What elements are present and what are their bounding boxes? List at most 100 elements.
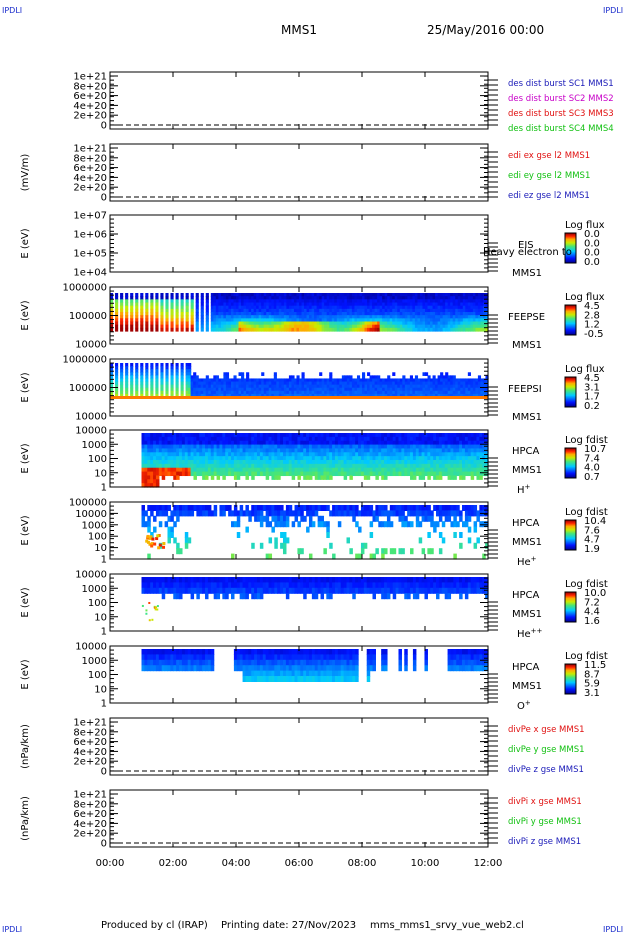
colorbar-segment [565,536,576,538]
colorbar-segment [565,546,576,548]
colorbar-segment [565,384,576,386]
colorbar-tick-label: 0.7 [584,472,600,483]
colorbar-tick-label: 4.5 [584,373,600,384]
spectrogram-p4 [110,293,489,332]
colorbar-segment [565,248,576,250]
colorbar-segment [565,665,576,667]
colorbar-segment [565,460,576,462]
x-tick-label: 02:00 [159,858,188,869]
colorbar-segment [565,402,576,404]
y-tick-label: 10000 [75,642,107,653]
colorbar-segment [565,530,576,532]
y-tick-label: 10 [94,543,107,554]
spacecraft-label: MMS1 [512,412,542,423]
colorbar-tick-label: 7.6 [584,525,600,536]
colorbar-segment [565,465,576,467]
colorbar-tick-label: 3.1 [584,688,600,699]
colorbar-segment [565,602,576,604]
colorbar-segment [565,612,576,614]
colorbar-segment [565,689,576,691]
colorbar-segment [565,525,576,527]
y-tick-label: 10 [94,612,107,623]
colorbar-segment [565,235,576,237]
x-tick-label: 08:00 [348,858,377,869]
colorbar-segment [565,322,576,324]
y-tick-label: 0 [101,767,107,778]
colorbar-segment [565,392,576,394]
colorbar-segment [565,240,576,242]
colorbar-segment [565,685,576,687]
colorbar-segment [565,675,576,677]
colorbar-segment [565,307,576,309]
species-label: He+ [517,555,537,568]
y-tick-label: 0 [101,121,107,132]
colorbar-segment [565,592,576,594]
y-tick-label: 1e+21 [73,144,107,155]
colorbar-segment [565,330,576,332]
colorbar-segment [565,312,576,314]
colorbar-segment [565,455,576,457]
colorbar-segment [565,467,576,469]
y-tick-label: 1 [101,699,107,710]
instrument-name: HPCA [512,590,540,601]
colorbar-segment [565,593,576,595]
colorbar-segment [565,677,576,679]
colorbar-segment [565,535,576,537]
footer-script-name: mms_mms1_srvy_vue_web2.cl [370,920,524,931]
colorbar-segment [565,545,576,547]
colorbar-title: Log flux [565,220,605,231]
colorbar-segment [565,616,576,618]
panel-frame [109,717,489,776]
y-tick-label: 10 [94,684,107,695]
colorbar-frame [564,304,577,336]
colorbar-segment [565,599,576,601]
spacecraft-label: MMS1 [512,340,542,351]
colorbar-segment [565,308,576,310]
colorbar-segment [565,333,576,335]
colorbar-segment [565,324,576,326]
legend-entry: divPe z gse MMS1 [508,765,584,775]
colorbar-segment [565,528,576,530]
colorbar-segment [565,332,576,334]
colorbar-segment [565,596,576,598]
colorbar-segment [565,254,576,256]
colorbar-segment [565,453,576,455]
colorbar-tick-label: 11.5 [584,660,606,671]
colorbar-segment [565,605,576,607]
colorbar-segment [565,390,576,392]
colorbar-segment [565,261,576,263]
y-tick-label: 1000000 [62,283,107,294]
panel-frame [109,214,489,273]
colorbar-segment [565,311,576,313]
colorbar-segment [565,469,576,471]
colorbar-segment [565,327,576,329]
colorbar-segment [565,450,576,452]
colorbar-segment [565,331,576,333]
colorbar-title: Log flux [565,364,605,375]
instrument-name: HPCA [512,446,540,457]
colorbar-segment [565,463,576,465]
colorbar-segment [565,315,576,317]
y-tick-label: 1e+05 [73,249,107,260]
page-datetime: 25/May/2016 00:00 [427,23,545,37]
colorbar-segment [565,394,576,396]
y-tick-label: 4e+20 [73,101,107,112]
colorbar-segment [565,473,576,475]
colorbar-segment [565,688,576,690]
colorbar-segment [565,533,576,535]
y-tick-label: 8e+20 [73,799,107,810]
instrument-name: FEEPSI [508,384,542,395]
overlay-label: Heavy electron to [483,247,572,258]
colorbar-segment [565,686,576,688]
colorbar-segment [565,458,576,460]
colorbar-segment [565,377,576,379]
colorbar-segment [565,598,576,600]
legend-entry: edi ez gse l2 MMS1 [508,191,590,201]
colorbar-tick-label: 10.0 [584,588,606,599]
y-axis-label: E (eV) [20,587,31,617]
colorbar-segment [565,319,576,321]
x-tick-label: 10:00 [411,858,440,869]
